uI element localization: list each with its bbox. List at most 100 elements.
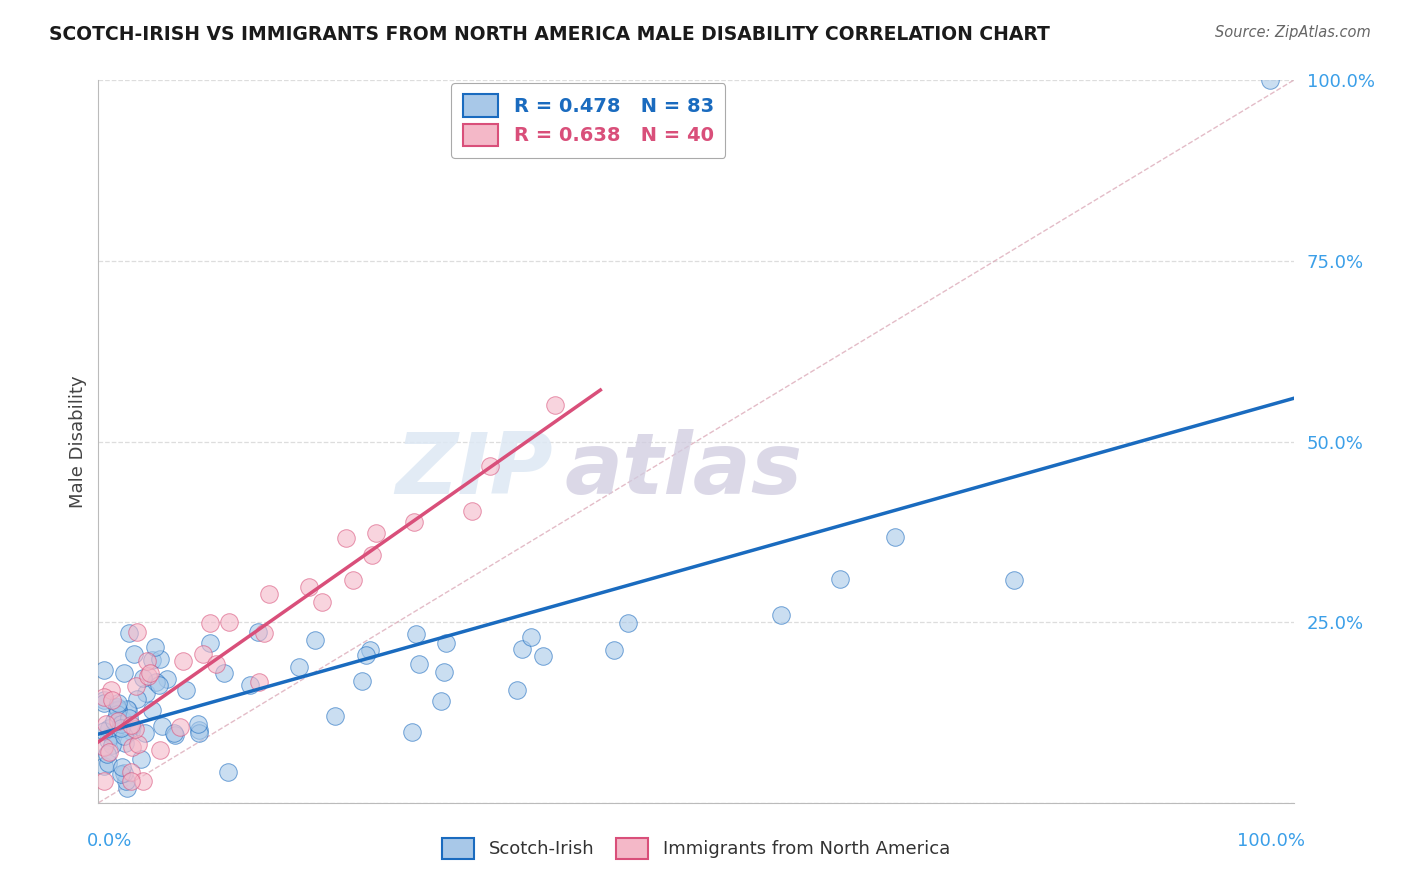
Point [125,624,148,639]
Point [149,652,172,666]
Point [120,765,142,780]
Point [436,636,458,650]
Point [163,728,186,742]
Point [200,636,222,650]
Point [172,654,194,668]
Point [112,729,135,743]
Point [134,726,156,740]
Point [125,679,148,693]
Point [429,694,451,708]
Point [107,714,129,728]
Text: 100.0%: 100.0% [1237,831,1306,850]
Point [118,711,141,725]
Point [239,678,262,692]
Text: ZIP: ZIP [395,429,553,512]
Point [335,531,357,545]
Point [107,699,129,714]
Point [138,669,160,683]
Text: atlas: atlas [565,429,803,512]
Point [510,642,533,657]
Point [93,696,115,710]
Point [359,643,381,657]
Point [352,674,374,689]
Point [187,726,209,740]
Point [129,752,152,766]
Legend: Scotch-Irish, Immigrants from North America: Scotch-Irish, Immigrants from North Amer… [434,830,957,866]
Point [342,573,364,587]
Text: Source: ZipAtlas.com: Source: ZipAtlas.com [1215,25,1371,40]
Point [97,745,120,759]
Point [323,709,346,723]
Point [112,665,135,680]
Point [110,721,132,735]
Point [506,683,529,698]
Point [354,648,377,662]
Point [117,781,139,796]
Point [93,740,115,755]
Point [93,774,115,789]
Point [97,733,120,747]
Point [96,747,118,762]
Point [124,723,146,737]
Point [121,718,143,732]
Point [163,726,186,740]
Point [253,625,276,640]
Point [122,647,145,661]
Point [408,657,430,671]
Point [311,595,333,609]
Point [198,616,221,631]
Point [304,632,326,647]
Point [100,692,122,706]
Point [132,774,155,789]
Point [143,640,166,655]
Point [479,458,502,473]
Point [148,678,170,692]
Point [120,724,142,739]
Point [117,703,139,717]
Point [1258,73,1281,87]
Point [107,703,129,717]
Point [174,683,197,698]
Point [150,719,173,733]
Point [188,723,211,737]
Point [111,760,134,774]
Point [405,627,427,641]
Point [247,675,270,690]
Point [127,738,149,752]
Point [132,671,155,685]
Point [155,672,177,686]
Point [107,702,129,716]
Point [135,686,157,700]
Point [247,625,270,640]
Point [118,626,141,640]
Point [217,764,239,779]
Point [93,690,115,704]
Y-axis label: Male Disability: Male Disability [69,376,87,508]
Text: 0.0%: 0.0% [87,831,132,850]
Point [107,697,129,711]
Point [145,675,167,690]
Point [112,766,135,780]
Point [616,615,638,630]
Point [257,587,280,601]
Point [1002,574,1025,588]
Point [93,724,115,739]
Point [205,657,228,671]
Point [103,714,125,728]
Point [193,648,215,662]
Point [125,692,148,706]
Point [97,756,120,770]
Point [101,728,124,742]
Point [114,774,136,789]
Point [830,573,852,587]
Point [883,531,905,545]
Point [141,653,163,667]
Point [361,549,384,563]
Point [402,515,425,529]
Point [114,736,136,750]
Point [149,743,172,757]
Point [169,720,191,734]
Point [136,654,159,668]
Point [121,740,143,755]
Point [531,648,554,663]
